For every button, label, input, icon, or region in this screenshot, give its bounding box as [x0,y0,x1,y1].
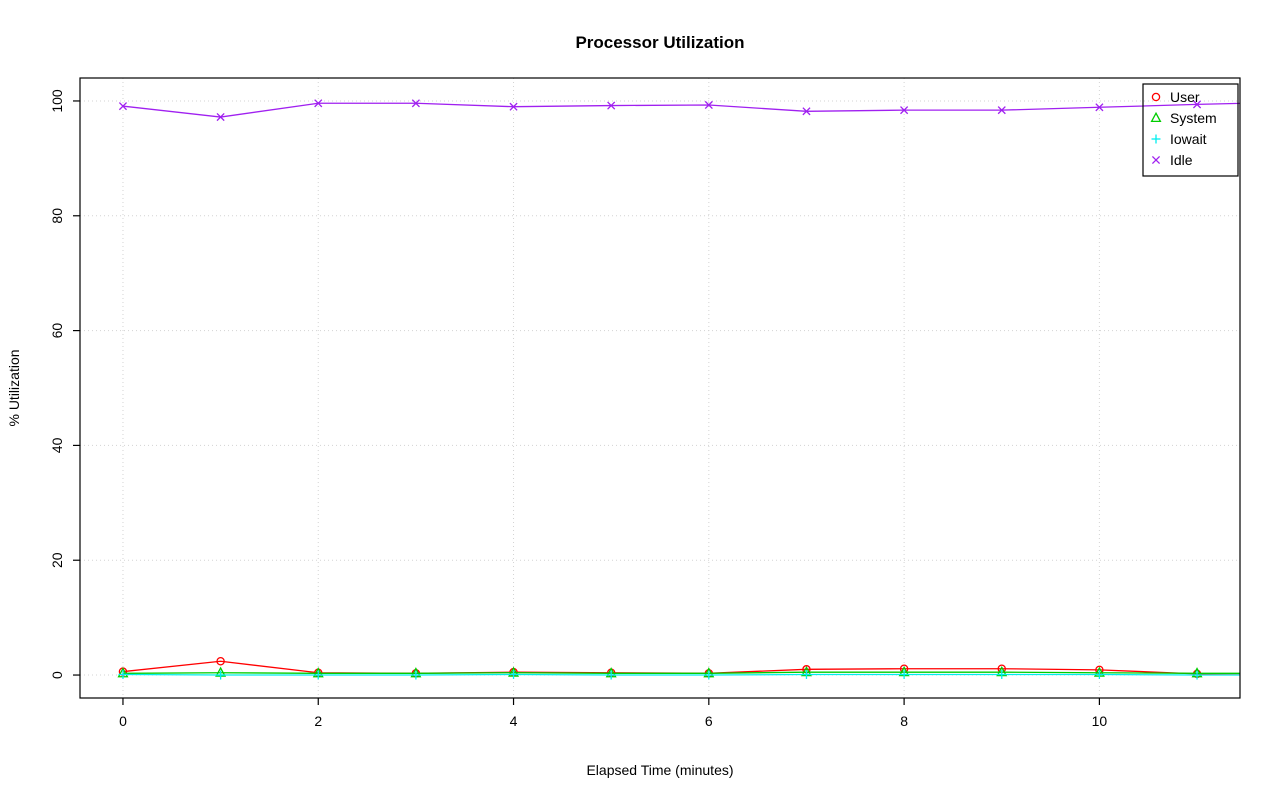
marker-iowait [509,669,519,679]
legend-box [1142,83,1239,177]
plot-box [79,77,1241,699]
y-tick-label: 0 [49,671,65,679]
marker-iowait [216,670,226,680]
marker-iowait [411,670,421,680]
marker-idle [802,107,811,116]
marker-iowait [118,669,128,679]
marker-iowait [704,670,714,680]
series-group [117,99,1240,680]
marker-idle [900,106,909,115]
x-tick-label: 0 [119,713,127,729]
marker-idle [509,102,518,111]
x-tick-label: 2 [314,713,322,729]
series-line-system [122,671,1240,674]
marker-iowait [606,670,616,680]
legend-label-user: User [1170,89,1200,105]
legend-marker-iowait [1151,134,1161,144]
series-line-user [122,660,1240,675]
series-line-iowait [122,673,1240,676]
x-axis-label: Elapsed Time (minutes) [586,762,734,778]
marker-idle [1192,100,1202,109]
marker-idle [1095,103,1104,112]
legend-marker-system [1150,111,1162,123]
marker-user [216,657,225,666]
y-tick-label: 80 [49,208,65,224]
marker-idle [216,112,225,122]
x-tick-label: 10 [1092,713,1108,729]
legend-label-system: System [1170,110,1217,126]
chart-title: Processor Utilization [575,33,745,52]
y-tick-label: 20 [49,552,65,568]
marker-idle [607,101,616,110]
marker-iowait [313,670,323,680]
marker-iowait [1094,669,1104,679]
marker-idle [118,102,128,111]
y-tick-label: 100 [49,89,65,113]
marker-idle [997,106,1006,115]
series-line-idle [122,102,1240,118]
marker-iowait [997,669,1007,679]
marker-idle [704,100,713,110]
y-tick-label: 40 [49,437,65,453]
marker-idle [314,99,323,108]
x-tick-label: 6 [705,713,713,729]
marker-idle [411,99,420,108]
marker-iowait [899,669,909,679]
legend-label-idle: Idle [1170,152,1193,168]
legend-marker-user [1151,92,1161,102]
marker-iowait [1192,670,1202,680]
legend-marker-idle [1151,155,1161,165]
legend-label-iowait: Iowait [1170,131,1207,147]
x-tick-label: 4 [510,713,518,729]
marker-iowait [801,669,811,679]
y-tick-label: 60 [49,323,65,339]
x-tick-label: 8 [900,713,908,729]
legend: User System Iowait Idle [1142,83,1239,177]
